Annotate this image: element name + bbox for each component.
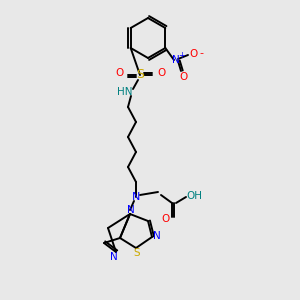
Text: N: N — [127, 205, 135, 215]
Text: O: O — [157, 68, 165, 78]
Text: S: S — [136, 68, 144, 82]
Text: -: - — [199, 48, 203, 58]
Text: HN: HN — [117, 87, 133, 97]
Text: OH: OH — [186, 191, 202, 201]
Text: N: N — [110, 252, 118, 262]
Text: N: N — [172, 55, 180, 65]
Text: N: N — [153, 231, 161, 241]
Text: O: O — [115, 68, 123, 78]
Text: O: O — [190, 49, 198, 59]
Text: O: O — [179, 72, 187, 82]
Text: S: S — [134, 248, 140, 258]
Text: O: O — [162, 214, 170, 224]
Text: +: + — [178, 50, 185, 59]
Text: N: N — [132, 192, 140, 202]
